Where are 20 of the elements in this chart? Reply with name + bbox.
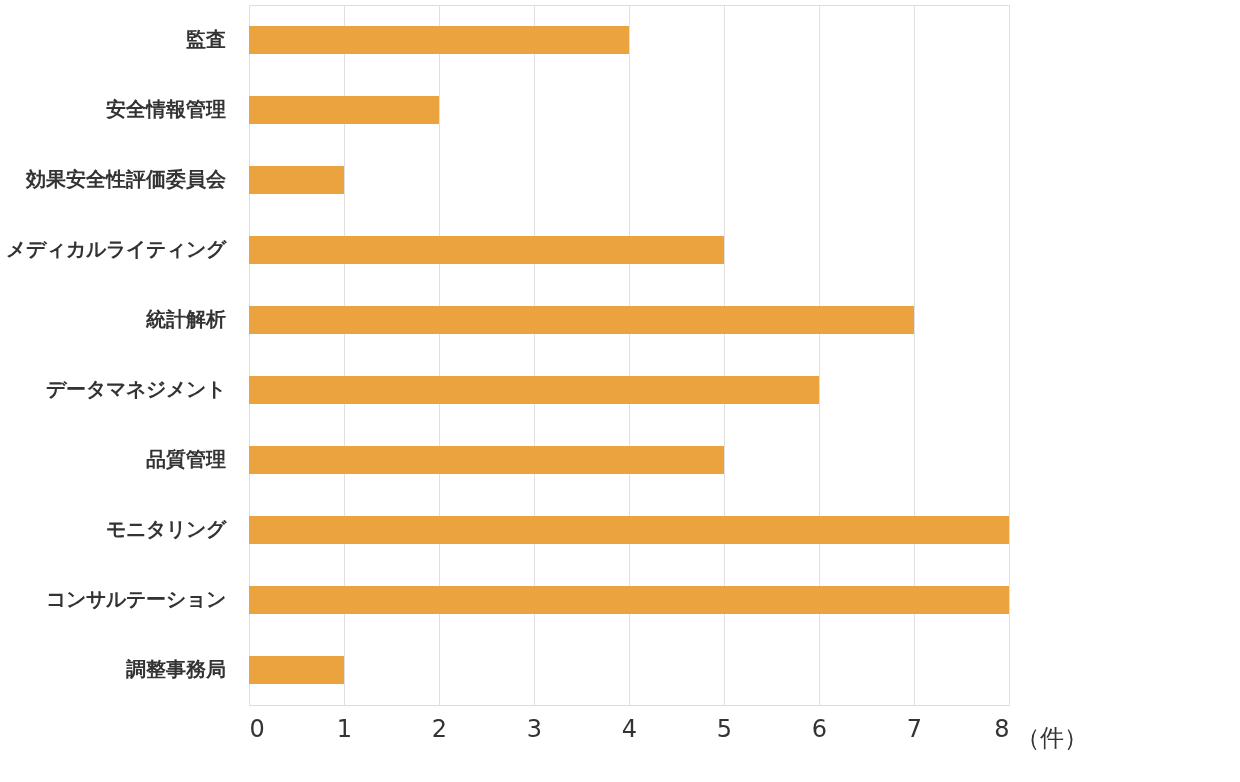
y-tick-label: 統計解析 [144,307,226,331]
x-tick-label: 0 [249,714,265,743]
x-axis-title: （件） [1015,723,1088,752]
y-tick-label: 品質管理 [145,447,226,471]
x-tick-label: 6 [811,714,828,743]
x-tick-label: 1 [336,714,353,743]
x-tick-label: 8 [994,714,1010,743]
y-tick-label: 監査 [185,27,226,51]
x-tick-label: 2 [431,714,448,743]
x-tick-label: 7 [906,714,923,743]
y-tick-label: データマネジメント [45,377,226,401]
x-tick-label: 4 [621,714,638,743]
y-tick-label: コンサルテーション [45,587,226,611]
y-tick-label: 効果安全性評価委員会 [24,167,227,191]
y-tick-label: メディカルライティング [5,237,227,261]
y-tick-label: モニタリング [105,517,227,541]
y-tick-label: 調整事務局 [125,657,226,681]
y-tick-label: 安全情報管理 [105,97,226,121]
x-tick-label: 3 [526,714,543,743]
x-tick-label: 5 [716,714,733,743]
